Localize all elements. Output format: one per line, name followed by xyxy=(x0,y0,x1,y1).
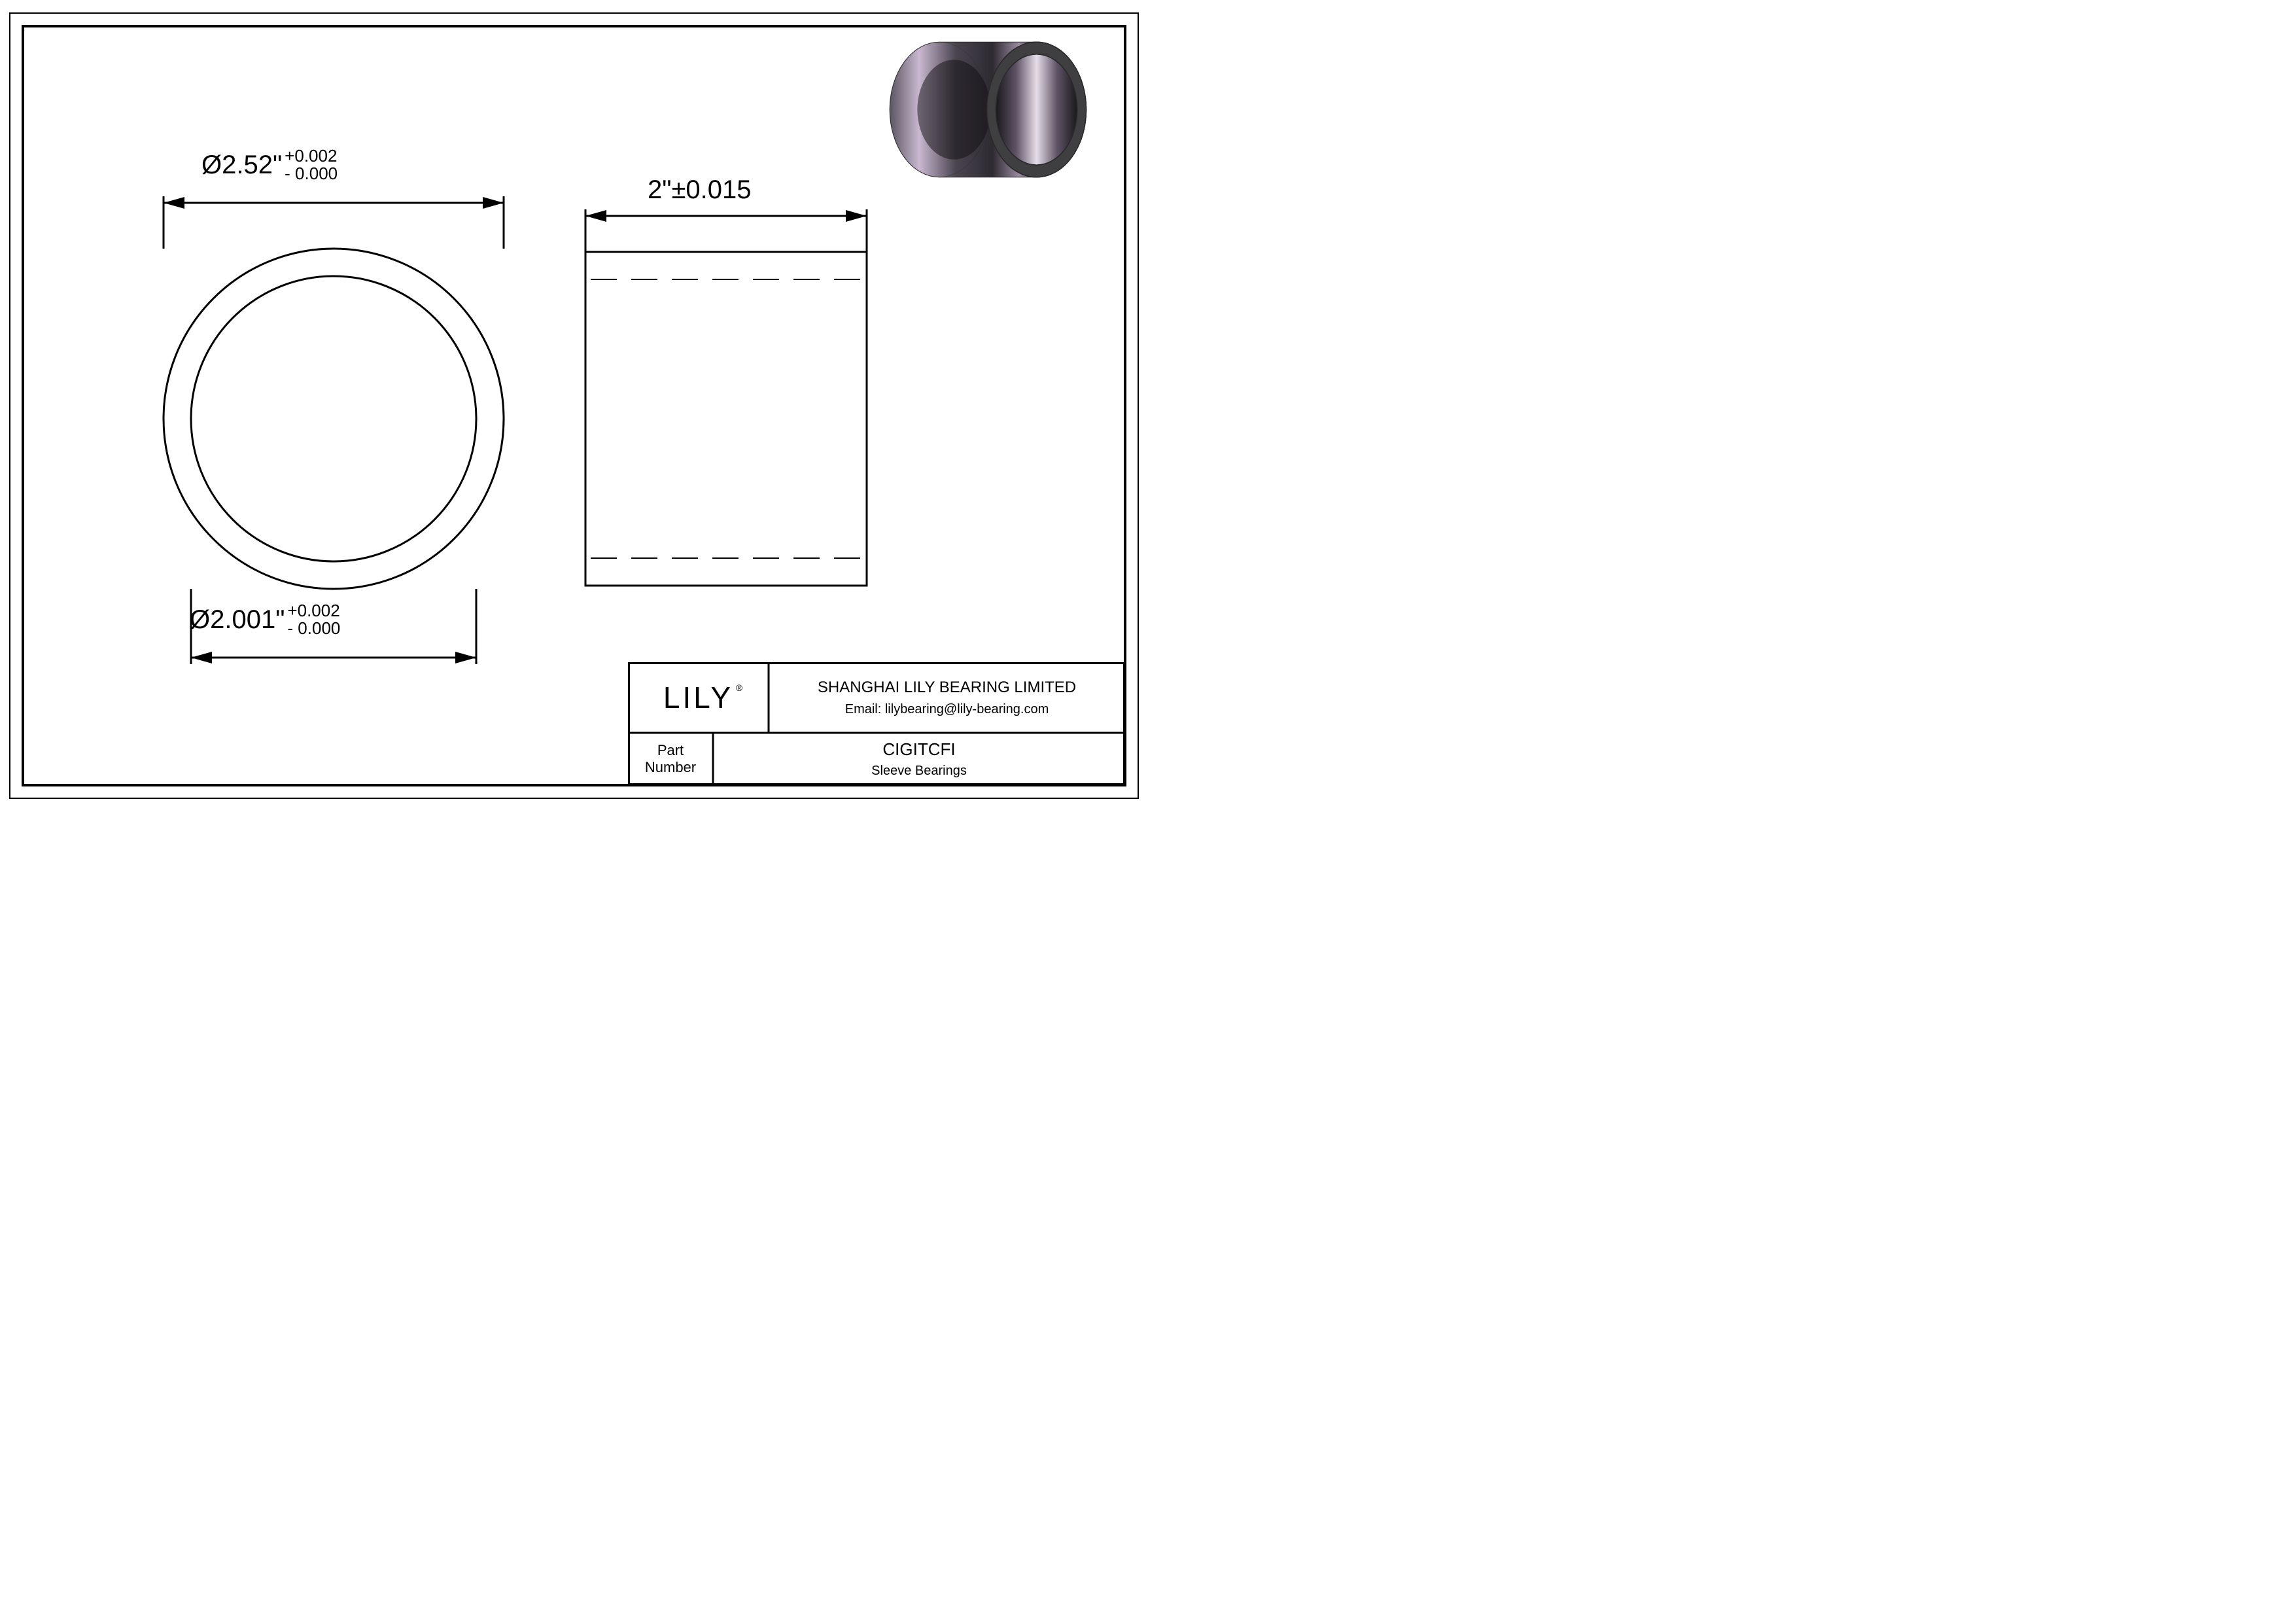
title-block: LILY ® SHANGHAI LILY BEARING LIMITED Ema… xyxy=(628,662,1125,785)
part-number-value: CIGITCFI xyxy=(882,739,955,760)
part-number-label-line1: Part xyxy=(657,742,684,759)
dim-outer-tolerance: +0.002- 0.000 xyxy=(285,147,338,183)
dim-length-nominal: 2"±0.015 xyxy=(648,177,752,203)
dim-inner-nominal: Ø2.001" xyxy=(190,607,285,633)
company-logo: LILY ® xyxy=(663,680,733,715)
dim-inner-tolerance: +0.002- 0.000 xyxy=(287,602,340,638)
bearing-3d-render xyxy=(890,42,1086,177)
registered-mark-icon: ® xyxy=(736,682,745,693)
side-view xyxy=(585,252,867,586)
dim-inner-diameter-label: Ø2.001"+0.002- 0.000 xyxy=(190,602,340,638)
dim-outer-nominal: Ø2.52" xyxy=(201,152,282,178)
company-name: SHANGHAI LILY BEARING LIMITED xyxy=(818,679,1076,697)
logo-cell: LILY ® xyxy=(628,662,769,733)
dim-length-label: 2"±0.015 xyxy=(648,177,752,203)
part-number-label-line2: Number xyxy=(645,759,696,776)
company-info-cell: SHANGHAI LILY BEARING LIMITED Email: lil… xyxy=(769,662,1125,733)
company-email: Email: lilybearing@lily-bearing.com xyxy=(845,702,1049,717)
dim-outer-diameter-label: Ø2.52"+0.002- 0.000 xyxy=(201,147,338,183)
front-view xyxy=(164,249,504,589)
part-number-label-cell: Part Number xyxy=(628,733,713,785)
drawing-sheet: Ø2.52"+0.002- 0.000 Ø2.001"+0.002- 0.000… xyxy=(0,0,1148,812)
part-number-value-cell: CIGITCFI Sleeve Bearings xyxy=(713,733,1125,785)
part-description: Sleeve Bearings xyxy=(871,764,967,779)
